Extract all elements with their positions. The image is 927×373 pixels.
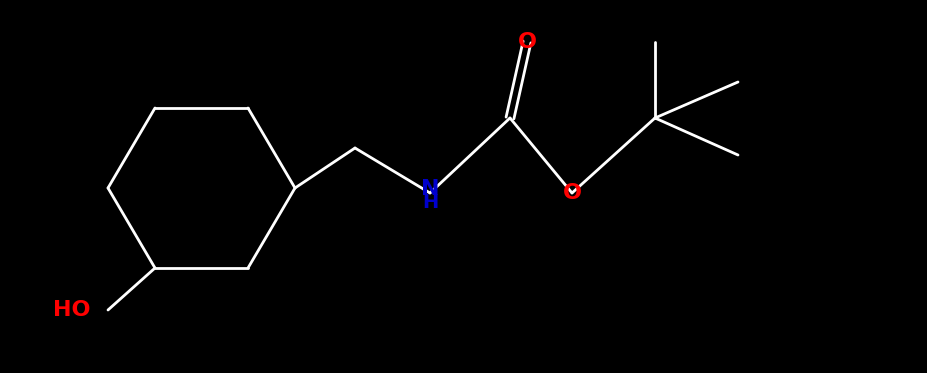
Text: O: O — [517, 32, 536, 52]
Text: O: O — [562, 183, 581, 203]
Text: H: H — [422, 194, 438, 213]
Text: N: N — [420, 179, 438, 199]
Text: HO: HO — [53, 300, 91, 320]
